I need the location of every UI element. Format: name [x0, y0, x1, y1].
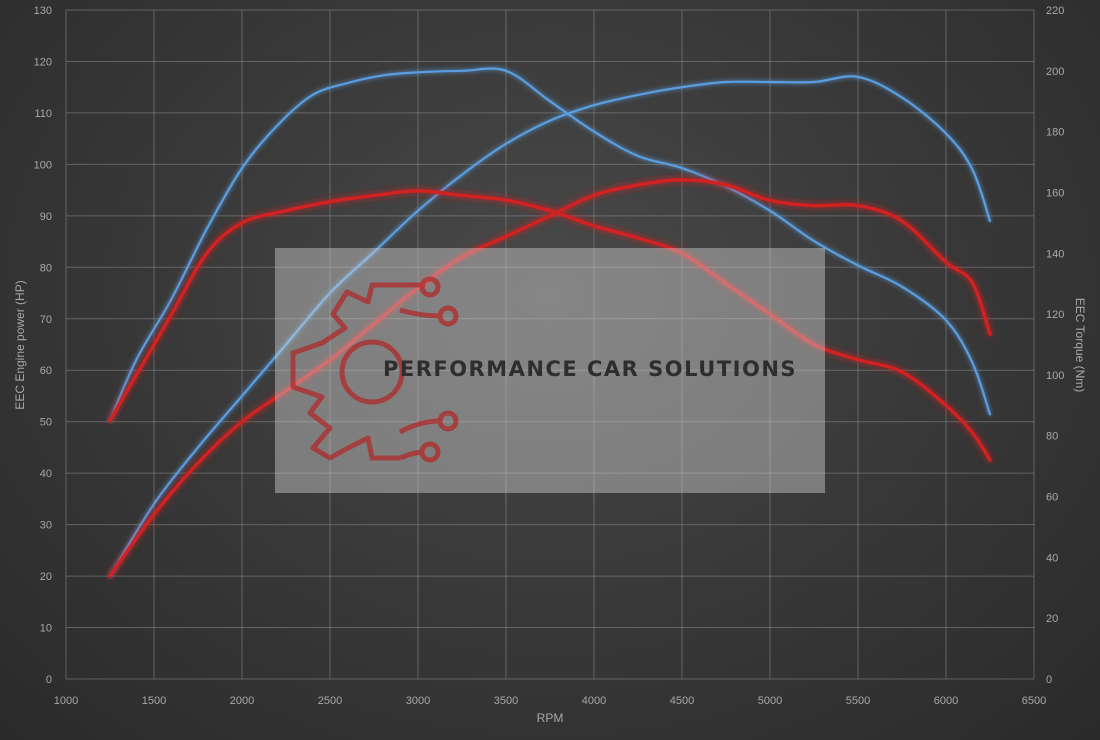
y-left-tick-label: 130: [34, 5, 52, 17]
x-tick-label: 4500: [670, 695, 694, 707]
x-tick-label: 5000: [758, 695, 782, 707]
watermark-text: PERFORMANCE CAR SOLUTIONS: [383, 357, 797, 381]
y-left-tick-label: 30: [40, 520, 52, 532]
y-axis-left-label: EEC Engine power (HP): [13, 280, 27, 409]
x-tick-label: 1000: [54, 695, 78, 707]
watermark-box: [275, 248, 825, 493]
series-line-3: [108, 178, 992, 578]
y-right-tick-label: 0: [1046, 674, 1052, 686]
x-tick-label: 2500: [318, 695, 342, 707]
y-right-tick-label: 60: [1046, 492, 1058, 504]
x-tick-label: 5500: [846, 695, 870, 707]
y-right-tick-label: 40: [1046, 552, 1058, 564]
series-line-2: [108, 67, 992, 422]
y-left-tick-label: 90: [40, 211, 52, 223]
y-right-tick-label: 120: [1046, 309, 1064, 321]
y-right-tick-label: 160: [1046, 187, 1064, 199]
y-axis-right-label: EEC Torque (Nm): [1073, 298, 1087, 392]
y-left-tick-label: 50: [40, 417, 52, 429]
y-right-tick-label: 220: [1046, 5, 1064, 17]
y-left-tick-label: 20: [40, 571, 52, 583]
y-right-tick-label: 80: [1046, 431, 1058, 443]
y-left-tick-label: 110: [34, 108, 52, 120]
y-left-tick-label: 70: [40, 314, 52, 326]
series-line-4: [108, 189, 992, 462]
y-right-tick-label: 20: [1046, 613, 1058, 625]
y-left-tick-label: 80: [40, 262, 52, 274]
y-right-tick-label: 140: [1046, 248, 1064, 260]
y-right-tick-label: 200: [1046, 66, 1064, 78]
x-tick-label: 2000: [230, 695, 254, 707]
x-tick-label: 1500: [142, 695, 166, 707]
y-right-tick-label: 180: [1046, 127, 1064, 139]
watermark: PERFORMANCE CAR SOLUTIONS: [275, 248, 825, 493]
x-tick-label: 6500: [1022, 695, 1046, 707]
x-tick-label: 3000: [406, 695, 430, 707]
grid: [65, 9, 1035, 680]
y-left-tick-label: 60: [40, 365, 52, 377]
y-left-tick-label: 120: [34, 56, 52, 68]
y-right-tick-label: 100: [1046, 370, 1064, 382]
x-tick-label: 3500: [494, 695, 518, 707]
x-tick-label: 4000: [582, 695, 606, 707]
tick-labels: 1000 1500 2000 2500 3000 3500 4000 4500 5000 5500…: [34, 5, 1065, 707]
logo-gear-icon: [290, 276, 459, 463]
y-left-tick-label: 40: [40, 468, 52, 480]
series: [108, 67, 992, 578]
y-left-tick-label: 10: [40, 623, 52, 635]
series-line-1: [108, 75, 992, 578]
y-left-tick-label: 0: [46, 674, 52, 686]
x-tick-label: 6000: [934, 695, 958, 707]
x-axis-label: RPM: [537, 711, 564, 725]
y-left-tick-label: 100: [34, 159, 52, 171]
